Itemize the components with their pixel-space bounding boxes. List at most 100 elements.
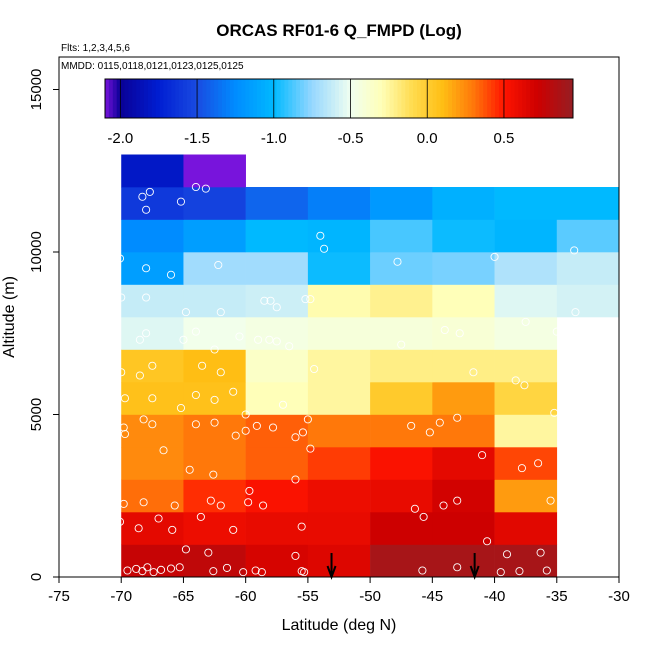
x-tick-label: -45	[421, 588, 443, 605]
flights-label: Flts: 1,2,3,4,5,6	[61, 43, 130, 54]
sample-point	[251, 566, 260, 575]
heatmap-cell	[370, 284, 433, 318]
heatmap-cell	[183, 284, 246, 318]
heatmap-cell	[245, 544, 309, 578]
chart-title: ORCAS RF01-6 Q_FMPD (Log)	[216, 21, 462, 40]
colorbar-segment	[565, 79, 570, 118]
heatmap-cell	[494, 252, 558, 285]
sample-point	[142, 264, 151, 273]
colorbar-segment	[362, 79, 367, 118]
sample-point	[520, 381, 529, 390]
heatmap-cell	[183, 414, 246, 448]
sample-point	[241, 410, 250, 419]
heatmap-cell	[121, 219, 184, 253]
x-tick-label: -75	[48, 588, 70, 605]
sample-point	[435, 418, 444, 427]
sample-point	[440, 325, 449, 335]
sample-point	[210, 395, 219, 404]
sample-point	[168, 525, 177, 534]
plot-frame	[58, 56, 620, 578]
sample-point	[515, 567, 524, 576]
sample-point	[148, 420, 157, 429]
colorbar-frame	[104, 78, 574, 119]
heatmap-cell	[183, 154, 246, 188]
sample-point	[204, 548, 213, 557]
colorbar-segment	[132, 79, 137, 118]
colorbar-segment	[120, 79, 125, 118]
heatmap-cell	[432, 252, 495, 285]
colorbar-segment	[420, 79, 426, 118]
sample-point	[209, 567, 218, 576]
sample-point	[201, 184, 210, 193]
colorbar-segment	[112, 79, 118, 118]
heatmap-cell	[121, 512, 184, 545]
colorbar-segment	[342, 79, 348, 118]
colorbar-segment	[545, 79, 551, 118]
colorbar-segment	[358, 79, 363, 118]
heatmap-cell	[494, 447, 558, 480]
sample-point	[453, 413, 462, 422]
sample-point	[534, 459, 543, 468]
heatmap-cell	[121, 349, 184, 383]
heatmap-cell	[432, 219, 495, 253]
sample-point	[142, 205, 151, 214]
colorbar-segment	[159, 79, 164, 118]
sample-point	[138, 567, 147, 576]
colorbar-segment	[557, 79, 562, 118]
sample-point	[229, 525, 238, 534]
heatmap-cell	[307, 187, 371, 220]
sample-point	[181, 308, 190, 317]
heatmap-cell	[370, 447, 433, 480]
colorbar-segment	[140, 79, 145, 118]
colorbar-segment	[366, 79, 371, 118]
sample-point	[252, 421, 261, 430]
colorbar-segment	[147, 79, 153, 118]
colorbar-segment	[502, 79, 508, 118]
colorbar-segment	[218, 79, 223, 118]
heatmap-cell	[245, 382, 309, 415]
sample-point	[469, 368, 478, 377]
sample-point	[115, 254, 125, 263]
colorbar-segment	[124, 79, 129, 118]
sample-point	[453, 563, 462, 572]
dates-label-background	[60, 58, 296, 71]
sample-point	[143, 563, 152, 572]
heatmap-cell	[183, 219, 246, 253]
heatmap-cell	[494, 349, 558, 383]
colorbar-segment	[467, 79, 473, 118]
colorbar-segment	[534, 79, 539, 118]
colorbar-segment	[459, 79, 465, 118]
heatmap-cell	[121, 382, 184, 415]
heatmap-cell	[370, 187, 433, 220]
sample-point	[552, 327, 561, 336]
heatmap-cell	[494, 219, 558, 253]
colorbar-tick-label: -1.0	[261, 130, 287, 147]
colorbar-segment	[241, 79, 246, 118]
sample-point	[570, 246, 579, 255]
sample-point	[259, 501, 268, 510]
heatmap-cell	[432, 382, 495, 415]
sample-point	[123, 566, 132, 575]
heatmap-cell	[183, 479, 246, 513]
sample-point	[306, 444, 315, 453]
colorbar-segment	[432, 79, 437, 118]
colorbar-segment	[518, 79, 523, 118]
sample-point	[254, 335, 263, 344]
heatmap-cell	[245, 219, 309, 253]
colorbar-tick-label: 0.5	[494, 130, 515, 147]
sample-point	[550, 408, 559, 417]
heatmap-cell	[370, 317, 433, 350]
heatmap-cell	[307, 544, 371, 578]
colorbar-segment	[307, 79, 313, 118]
colorbar-segment	[335, 79, 340, 118]
heatmap-cell	[121, 284, 184, 318]
heatmap-cell	[307, 479, 371, 513]
colorbar-segment	[167, 79, 172, 118]
sample-point	[301, 295, 310, 304]
heatmap-cell	[494, 479, 558, 513]
colorbar-segment	[222, 79, 227, 118]
sample-point	[145, 187, 154, 196]
sample-point	[191, 390, 200, 400]
colorbar-segment	[463, 79, 469, 118]
heatmap-cell	[370, 219, 433, 253]
